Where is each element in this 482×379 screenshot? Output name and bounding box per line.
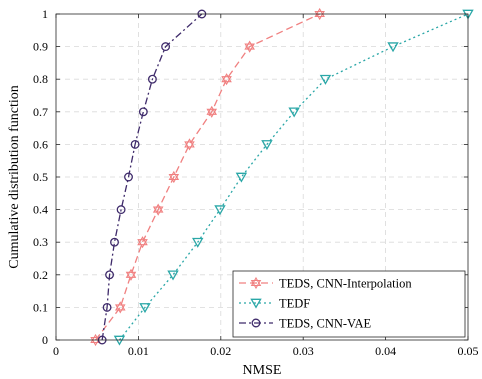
hexagram-triangle — [221, 73, 232, 83]
axis-tick-labels: 0 0.01 0.02 0.03 0.04 0.05 0 0.1 0.2 0.3 0.4 0.5 0.6… — [33, 7, 479, 358]
hexagram-triangle — [137, 239, 148, 249]
data-point — [124, 172, 133, 182]
data-point — [90, 333, 101, 347]
data-point — [244, 40, 255, 53]
series-1 — [90, 7, 325, 347]
series-line — [118, 13, 469, 341]
data-point — [105, 270, 115, 280]
legend-item: TEDS, CNN-VAE — [239, 317, 371, 331]
y-tick-label: 0.2 — [33, 268, 48, 282]
data-point — [152, 203, 164, 216]
hexagram-triangle — [137, 236, 148, 246]
data-point — [116, 205, 126, 215]
y-tick-label: 1 — [42, 7, 48, 21]
data-point — [319, 74, 332, 85]
hexagram-triangle — [250, 276, 262, 287]
y-tick-label: 0 — [42, 333, 48, 347]
y-axis-label: Cumulative distribution function — [7, 85, 22, 269]
hexagram-triangle — [114, 304, 126, 314]
data-point — [102, 302, 112, 312]
hexagram-triangle — [314, 7, 325, 18]
hexagram-triangle — [314, 10, 325, 21]
data-point — [387, 42, 399, 53]
legend-item: TEDS, CNN-Interpolation — [239, 277, 412, 291]
x-tick-label: 0.05 — [458, 344, 479, 358]
data-point — [192, 237, 204, 248]
hexagram-triangle — [221, 76, 232, 86]
data-point — [235, 172, 248, 183]
data-point — [288, 107, 300, 118]
y-tick-label: 0.1 — [33, 300, 48, 314]
x-tick-label: 0 — [53, 344, 59, 358]
hexagram-triangle — [152, 206, 164, 216]
data-point — [147, 74, 157, 84]
legend-label: TEDF — [279, 297, 310, 311]
data-point — [138, 107, 148, 117]
x-tick-label: 0.03 — [293, 344, 314, 358]
hexagram-triangle — [125, 271, 137, 281]
data-point — [161, 42, 171, 52]
x-tick-label: 0.01 — [128, 344, 149, 358]
data-point — [114, 301, 126, 314]
hexagram-triangle — [90, 333, 101, 344]
data-point — [206, 105, 218, 118]
series-layer — [90, 7, 474, 347]
legend: TEDS, CNN-Interpolation TEDF TEDS, CNN-VAE — [232, 270, 466, 338]
data-point — [139, 303, 151, 314]
hexagram-triangle — [244, 40, 255, 50]
legend-box — [232, 270, 466, 338]
hexagram-triangle — [114, 301, 126, 311]
legend-marker — [251, 318, 261, 328]
x-tick-label: 0.02 — [210, 344, 231, 358]
data-point — [167, 270, 179, 281]
data-point — [314, 7, 325, 21]
y-tick-label: 0.3 — [33, 235, 48, 249]
hexagram-triangle — [90, 336, 101, 347]
y-tick-label: 0.8 — [33, 72, 48, 86]
x-axis-label: NMSE — [243, 363, 282, 378]
hexagram-triangle — [250, 279, 262, 290]
legend-item: TEDF — [239, 297, 310, 311]
series-3 — [97, 9, 207, 345]
legend-marker — [250, 298, 262, 309]
hexagram-triangle — [168, 173, 180, 184]
hexagram-triangle — [244, 43, 255, 53]
axis-ticks — [55, 13, 469, 341]
hexagram-triangle — [206, 108, 218, 118]
data-point — [137, 236, 148, 249]
y-tick-label: 0.9 — [33, 40, 48, 54]
y-tick-label: 0.6 — [33, 137, 48, 151]
data-point — [184, 138, 195, 151]
data-point — [168, 170, 180, 184]
legend-label: TEDS, CNN-Interpolation — [279, 277, 412, 291]
x-tick-label: 0.04 — [375, 344, 396, 358]
y-tick-label: 0.5 — [33, 170, 48, 184]
hexagram-triangle — [184, 141, 195, 151]
legend-marker — [250, 276, 262, 290]
hexagram-triangle — [184, 138, 195, 148]
data-point — [130, 139, 140, 149]
hexagram-triangle — [206, 105, 218, 115]
hexagram-triangle — [168, 170, 180, 181]
series-line — [101, 13, 203, 341]
y-tick-label: 0.7 — [33, 105, 48, 119]
data-point — [221, 73, 232, 86]
hexagram-triangle — [125, 268, 137, 278]
series-line — [95, 13, 320, 341]
data-point — [261, 140, 273, 151]
data-point — [214, 205, 226, 216]
hexagram-triangle — [152, 203, 164, 213]
y-tick-label: 0.4 — [33, 203, 48, 217]
legend-label: TEDS, CNN-VAE — [279, 317, 371, 331]
grid — [56, 14, 468, 340]
data-point — [125, 268, 137, 281]
data-point — [110, 237, 119, 247]
